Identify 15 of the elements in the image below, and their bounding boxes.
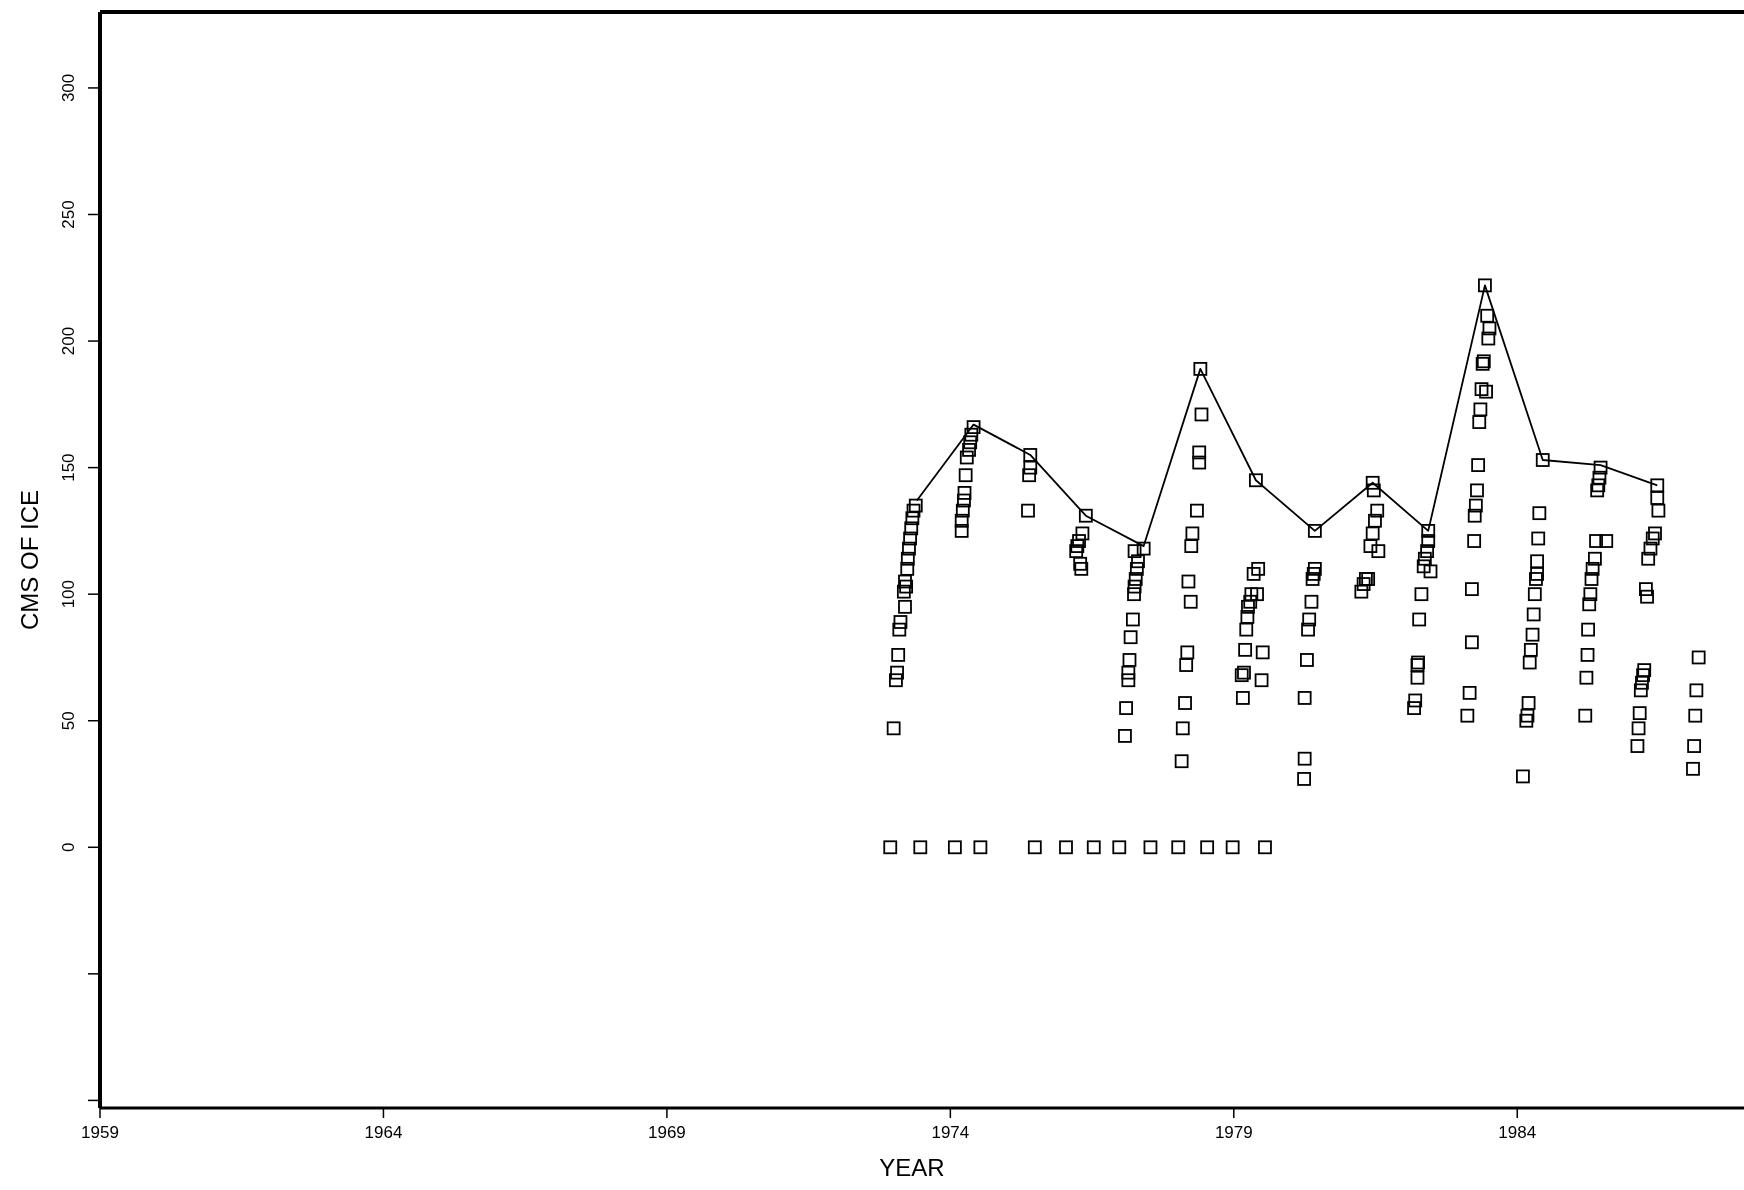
y-tick-label: 0 [59, 842, 79, 853]
y-tick-label: 100 [59, 579, 79, 609]
y-axis-title: CMS OF ICE [16, 489, 43, 631]
y-tick-label: 50 [59, 711, 79, 731]
x-tick-label: 1974 [931, 1123, 970, 1142]
x-axis-title: YEAR [879, 1154, 945, 1181]
x-tick-label: 1964 [364, 1123, 403, 1142]
y-tick-label: 150 [59, 453, 79, 482]
x-tick-label: 1979 [1214, 1123, 1253, 1142]
y-tick-label: 250 [59, 200, 79, 229]
y-tick-label: 300 [59, 73, 79, 103]
x-tick-label: 1984 [1498, 1123, 1537, 1142]
x-tick-label: 1959 [81, 1123, 119, 1142]
y-tick-label: 200 [59, 326, 79, 356]
x-tick-label: 1969 [647, 1123, 686, 1142]
